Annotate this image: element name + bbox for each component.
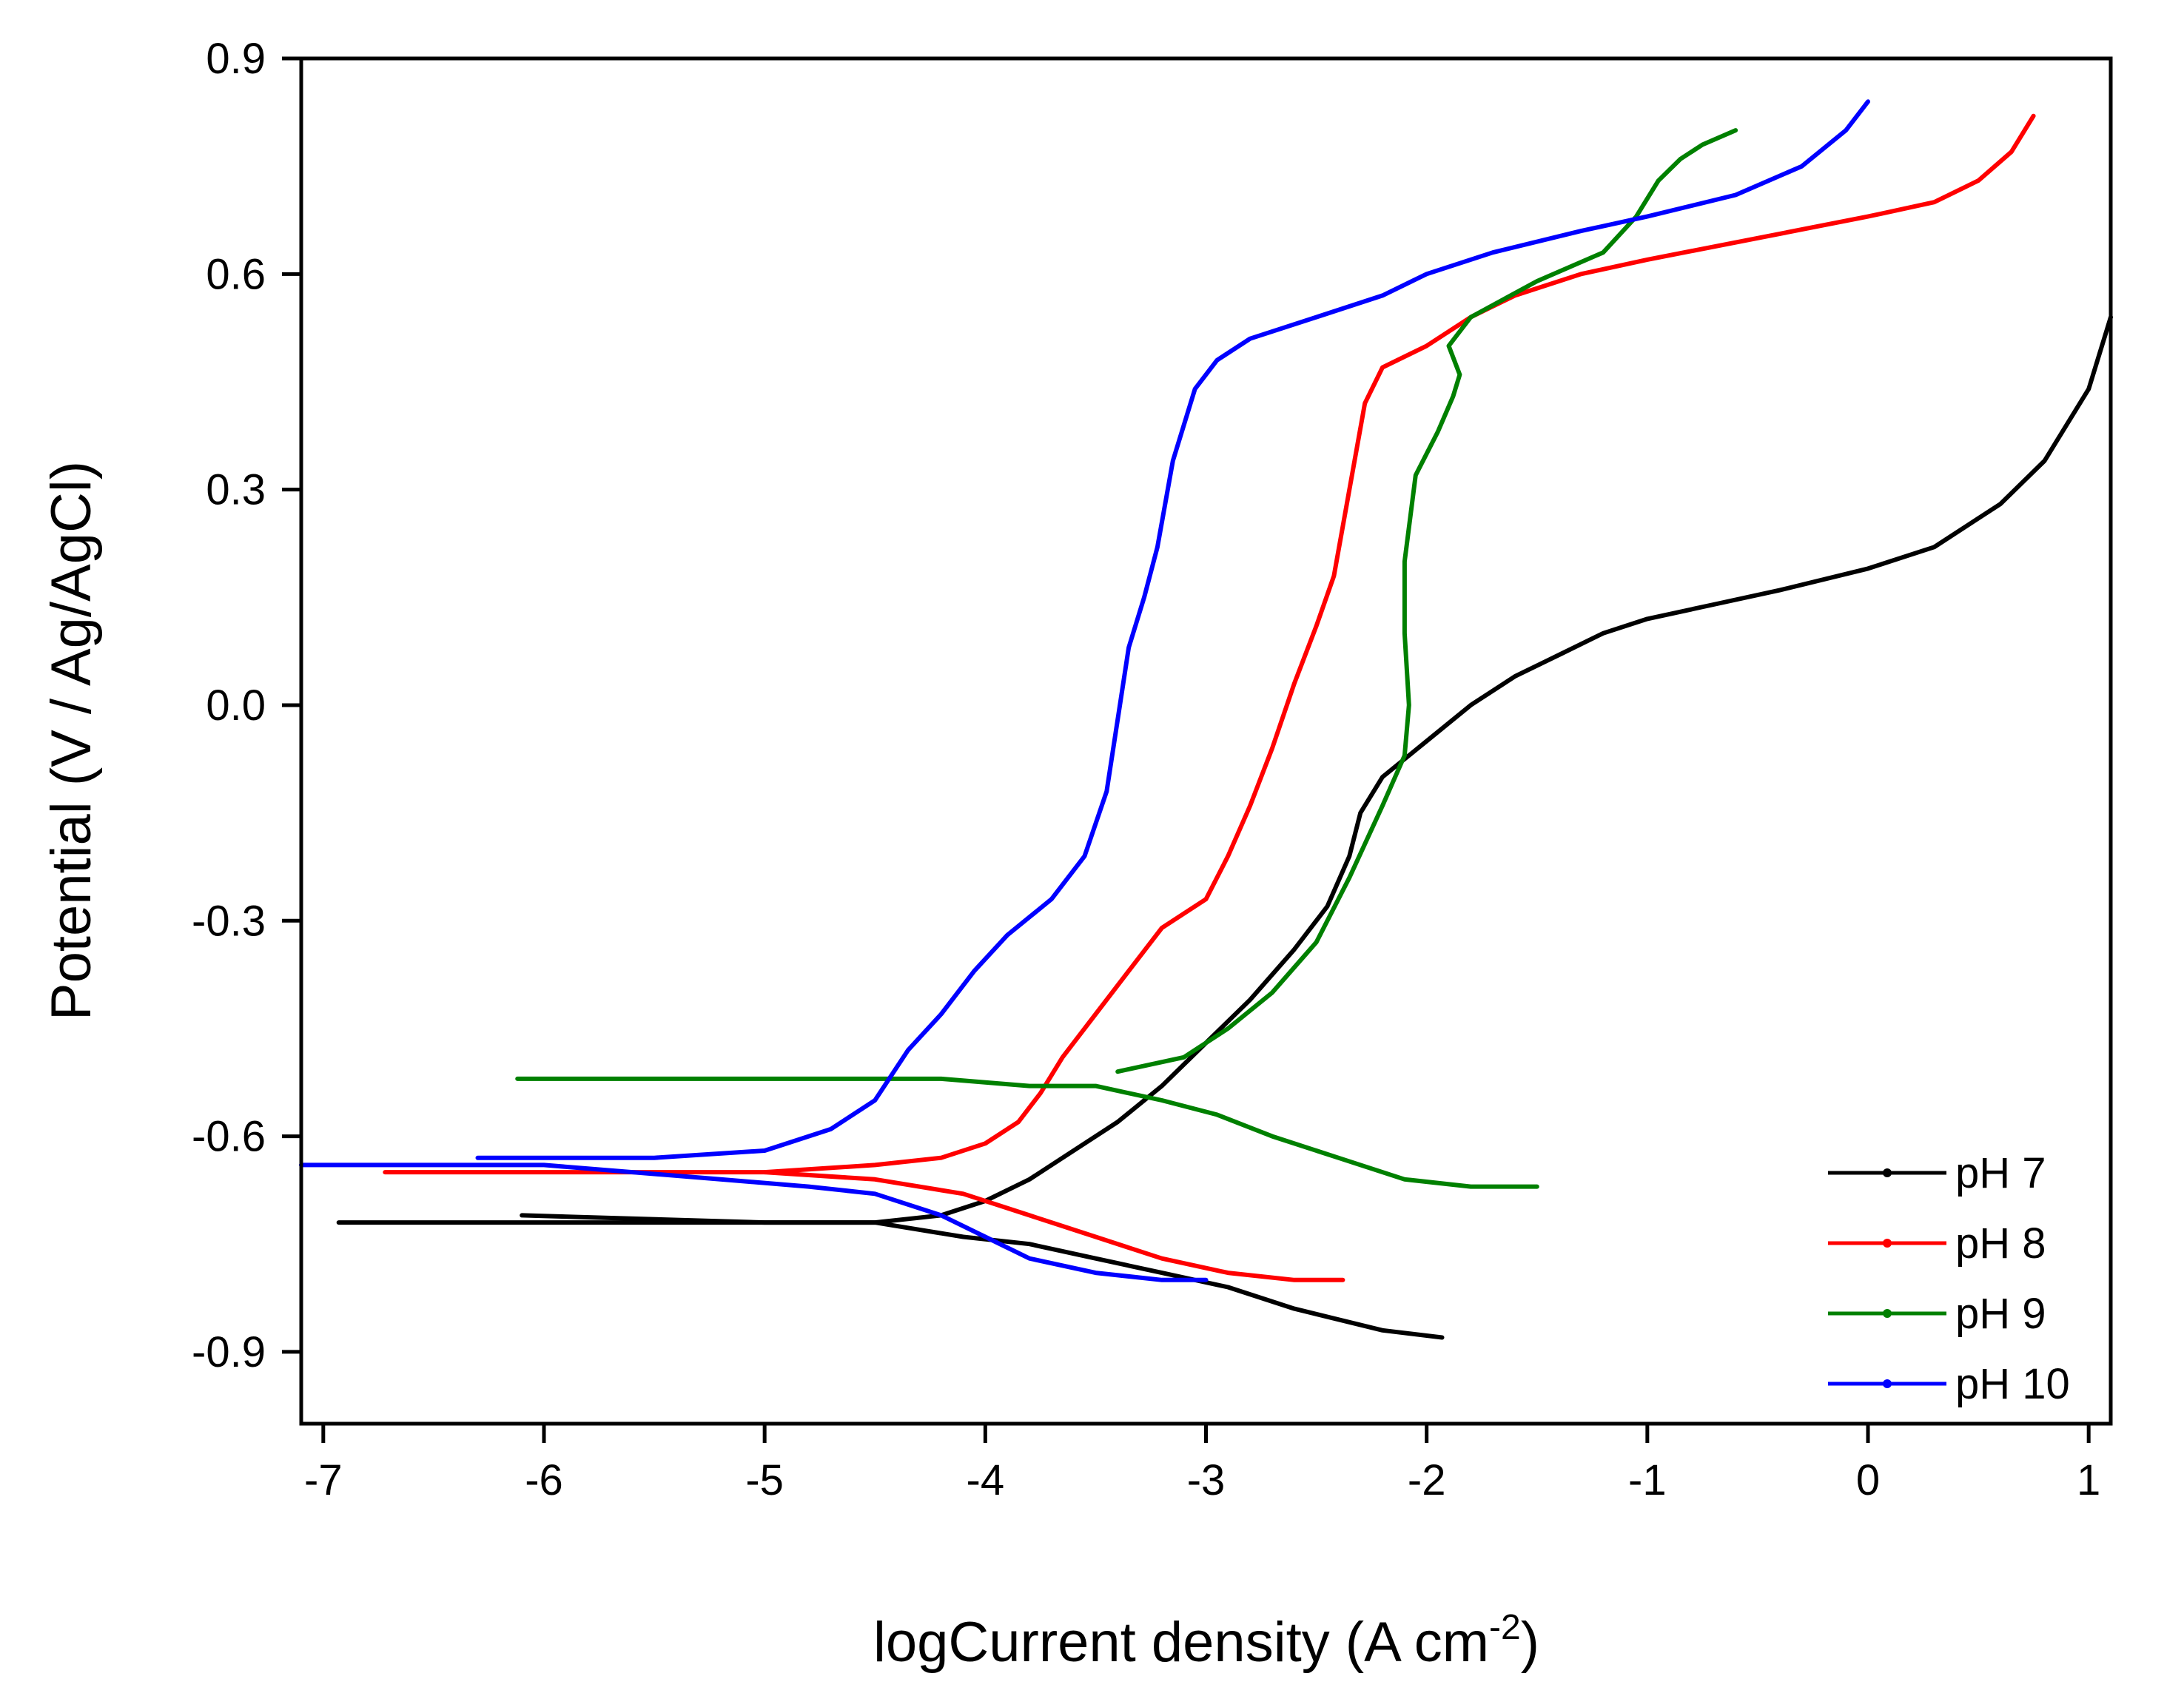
x-tick-label: -3: [1187, 1456, 1226, 1504]
y-tick-label: 0.3: [206, 466, 266, 514]
y-tick-label: -0.6: [192, 1113, 266, 1161]
x-tick-label: -6: [525, 1456, 563, 1504]
x-axis-title: logCurrent density (A cm-2): [873, 1608, 1539, 1674]
legend-entry-ph-9: pH 9: [1828, 1290, 2046, 1338]
legend-entry-ph-8: pH 8: [1828, 1219, 2046, 1268]
series-line-ph-8-anodic: [762, 113, 2036, 1175]
x-tick-label: -2: [1408, 1456, 1446, 1504]
plot-frame: [299, 56, 2113, 1426]
tick-layer: -7 -6 -5 -4 -3 -2 -1 0 1 -0.9 -0.6 -0.3 0.0 0.3 0.6 0.9: [192, 35, 2100, 1504]
series-line-ph-7-anodic: [520, 314, 2113, 1225]
legend-marker: [1883, 1379, 1892, 1388]
x-tick-label: -4: [967, 1456, 1005, 1504]
x-axis-title-superscript: -2: [1489, 1608, 1521, 1647]
x-tick-label: -7: [304, 1456, 343, 1504]
x-tick-label: 1: [2077, 1456, 2100, 1504]
series-line-ph-10-cathodic: [299, 1162, 1209, 1282]
legend-label: pH 7: [1955, 1149, 2046, 1197]
series-layer: [299, 99, 2113, 1340]
legend-entry-ph-10: pH 10: [1828, 1360, 2070, 1408]
legend: pH 7 pH 8 pH 9 pH 10: [1828, 1149, 2070, 1408]
series-line-ph-10-anodic: [475, 99, 1870, 1160]
legend-marker: [1883, 1239, 1892, 1248]
legend-marker: [1883, 1168, 1892, 1177]
y-tick-label: -0.3: [192, 897, 266, 945]
y-tick-label: 0.0: [206, 682, 266, 730]
x-tick-label: -5: [745, 1456, 784, 1504]
y-axis-title: Potential (V / Ag/AgCl): [40, 461, 103, 1020]
y-tick-label: 0.6: [206, 250, 266, 298]
x-tick-label: -1: [1628, 1456, 1667, 1504]
legend-label: pH 10: [1955, 1360, 2070, 1408]
y-tick-label: 0.9: [206, 35, 266, 83]
legend-label: pH 8: [1955, 1219, 2046, 1268]
legend-marker: [1883, 1309, 1892, 1318]
series-line-ph-9-anodic: [1115, 128, 1738, 1074]
x-axis-title-close: ): [1521, 1611, 1539, 1674]
legend-entry-ph-7: pH 7: [1828, 1149, 2046, 1197]
series-line-ph-8-cathodic: [383, 1170, 1345, 1282]
series-line-ph-9-cathodic: [515, 1076, 1539, 1189]
x-axis-title-text: logCurrent density (A cm: [873, 1611, 1489, 1674]
y-tick-label: -0.9: [192, 1328, 266, 1376]
x-tick-label: 0: [1856, 1456, 1880, 1504]
legend-label: pH 9: [1955, 1290, 2046, 1338]
